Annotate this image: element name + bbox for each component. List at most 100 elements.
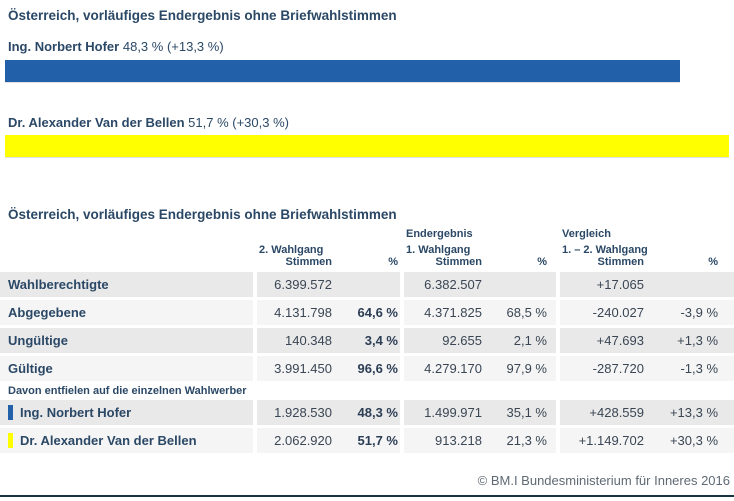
header-spacer: [0, 240, 253, 256]
column-gap: [253, 428, 257, 456]
pct-cell: 2,1 %: [486, 328, 556, 356]
table-row-gueltige: Gültige 3.991.450 96,6 % 4.279.170 97,9 …: [0, 356, 734, 384]
pct-cell: 3,4 %: [338, 328, 400, 356]
votes-cell: +47.693: [560, 328, 648, 356]
pct-cell: [338, 272, 400, 300]
vdb-name: Dr. Alexander Van der Bellen: [8, 115, 185, 130]
pct-cell: +30,3 %: [648, 428, 734, 456]
table-row-wahlberechtigte: Wahlberechtigte 6.399.572 6.382.507 +17.…: [0, 272, 734, 300]
column-gap: [556, 272, 560, 300]
header-2-wahlgang: 2. Wahlgang: [259, 244, 324, 256]
header-pct-2: %: [486, 256, 556, 272]
row-label: Gültige: [0, 356, 253, 384]
table-row-van-der-bellen: Dr. Alexander Van der Bellen 2.062.920 5…: [0, 428, 734, 456]
pct-cell: 97,9 %: [486, 356, 556, 384]
table-title: Österreich, vorläufiges Endergebnis ohne…: [8, 207, 397, 222]
column-gap: [253, 300, 257, 328]
table-row-ungueltige: Ungültige 140.348 3,4 % 92.655 2,1 % +47…: [0, 328, 734, 356]
bottom-divider-bar: [0, 494, 734, 497]
header-group1-top: [257, 224, 400, 240]
header-1-2-wahlgang: 1. – 2. Wahlgang: [562, 244, 648, 256]
pct-cell: [648, 272, 734, 300]
row-label: Wahlberechtigte: [0, 272, 253, 300]
header-spacer: [0, 224, 253, 240]
hofer-color-marker-icon: [8, 405, 13, 420]
subheader-text: Davon entfielen auf die einzelnen Wahlwe…: [0, 384, 734, 400]
column-gap: [253, 356, 257, 384]
votes-cell: -240.027: [560, 300, 648, 328]
column-gap: [556, 428, 560, 456]
column-gap: [253, 400, 257, 428]
pct-cell: 64,6 %: [338, 300, 400, 328]
header-vergleich: Vergleich: [562, 228, 611, 240]
column-gap: [556, 328, 560, 356]
header-pct-3: %: [648, 256, 734, 272]
candidate-name: Ing. Norbert Hofer: [20, 405, 132, 420]
votes-cell: 4.371.825: [404, 300, 486, 328]
column-gap: [400, 428, 404, 456]
column-gap: [556, 300, 560, 328]
pct-cell: 35,1 %: [486, 400, 556, 428]
votes-cell: 4.279.170: [404, 356, 486, 384]
column-gap: [400, 356, 404, 384]
votes-cell: 1.499.971: [404, 400, 486, 428]
row-label: Abgegebene: [0, 300, 253, 328]
pct-cell: -1,3 %: [648, 356, 734, 384]
column-gap: [400, 328, 404, 356]
header-stimmen-3: Stimmen: [560, 256, 648, 272]
candidate-name: Dr. Alexander Van der Bellen: [20, 433, 197, 448]
column-gap: [556, 256, 560, 272]
votes-cell: 1.928.530: [257, 400, 338, 428]
votes-cell: +17.065: [560, 272, 648, 300]
votes-cell: +428.559: [560, 400, 648, 428]
column-gap: [400, 256, 404, 272]
results-table: Endergebnis Vergleich 2. Wahlgang 1. Wah…: [0, 224, 734, 456]
votes-cell: 140.348: [257, 328, 338, 356]
table-subheader-row: Davon entfielen auf die einzelnen Wahlwe…: [0, 384, 734, 400]
pct-cell: 96,6 %: [338, 356, 400, 384]
vdb-result-text: 51,7 % (+30,3 %): [188, 115, 289, 130]
column-gap: [556, 400, 560, 428]
hofer-result-text: 48,3 % (+13,3 %): [122, 39, 224, 54]
column-gap: [400, 272, 404, 300]
votes-cell: 4.131.798: [257, 300, 338, 328]
column-gap: [253, 256, 257, 272]
row-label: Ungültige: [0, 328, 253, 356]
pct-cell: [486, 272, 556, 300]
votes-cell: 3.991.450: [257, 356, 338, 384]
pct-cell: 21,3 %: [486, 428, 556, 456]
votes-cell: 913.218: [404, 428, 486, 456]
pct-cell: 68,5 %: [486, 300, 556, 328]
column-gap: [400, 400, 404, 428]
header-row-2: 2. Wahlgang 1. Wahlgang 1. – 2. Wahlgang: [0, 240, 734, 256]
header-row-1: Endergebnis Vergleich: [0, 224, 734, 240]
table-row-abgegebene: Abgegebene 4.131.798 64,6 % 4.371.825 68…: [0, 300, 734, 328]
table-row-hofer: Ing. Norbert Hofer 1.928.530 48,3 % 1.49…: [0, 400, 734, 428]
column-gap: [253, 272, 257, 300]
pct-cell: -3,9 %: [648, 300, 734, 328]
votes-cell: 6.382.507: [404, 272, 486, 300]
hofer-result-bar: [5, 60, 681, 82]
column-gap: [400, 300, 404, 328]
row-label: Ing. Norbert Hofer: [0, 400, 253, 428]
header-stimmen-2: Stimmen: [404, 256, 486, 272]
pct-cell: 48,3 %: [338, 400, 400, 428]
hofer-summary-label: Ing. Norbert Hofer 48,3 % (+13,3 %): [8, 39, 734, 54]
vdb-color-marker-icon: [8, 433, 13, 448]
copyright-text: © BM.I Bundesministerium für Inneres 201…: [477, 473, 730, 488]
header-stimmen-1: Stimmen: [257, 256, 338, 272]
votes-cell: 92.655: [404, 328, 486, 356]
pct-cell: +1,3 %: [648, 328, 734, 356]
vdb-result-bar: [5, 135, 729, 157]
votes-cell: +1.149.702: [560, 428, 648, 456]
column-gap: [253, 328, 257, 356]
header-row-3: Stimmen % Stimmen % Stimmen %: [0, 256, 734, 272]
hofer-name: Ing. Norbert Hofer: [8, 39, 120, 54]
votes-cell: 2.062.920: [257, 428, 338, 456]
column-gap: [556, 356, 560, 384]
header-1-wahlgang: 1. Wahlgang: [406, 244, 471, 256]
pct-cell: +13,3 %: [648, 400, 734, 428]
header-spacer: [0, 256, 253, 272]
summary-title: Österreich, vorläufiges Endergebnis ohne…: [8, 8, 397, 23]
